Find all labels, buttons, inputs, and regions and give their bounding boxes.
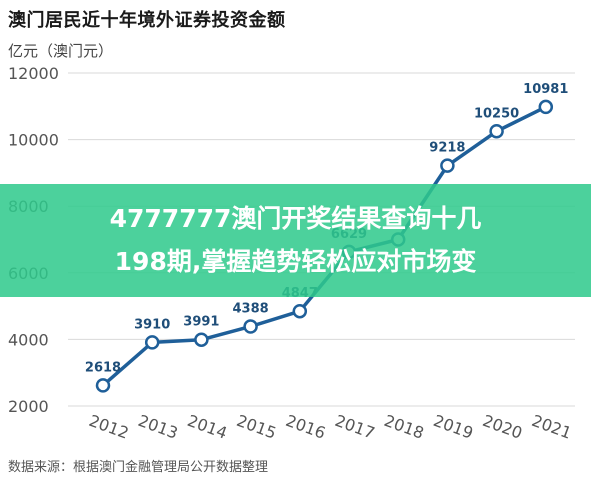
data-label-2019: 9218 — [429, 141, 465, 156]
banner-text-line-2: 198期,掌握趋势轻松应对市场变 — [114, 247, 477, 276]
y-axis-unit-label: 亿元（澳门元） — [8, 42, 114, 60]
x-tick-label-2014: 2014 — [185, 411, 230, 443]
data-point-2015 — [243, 319, 258, 334]
y-tick-label-2000: 2000 — [8, 397, 49, 416]
x-tick-label-2016: 2016 — [283, 411, 328, 443]
x-tick-label-2019: 2019 — [431, 411, 476, 443]
data-label-2012: 2618 — [85, 360, 121, 375]
x-tick-label-2017: 2017 — [333, 411, 378, 443]
data-label-2020: 10250 — [474, 106, 519, 121]
data-point-2021 — [538, 99, 554, 115]
x-tick-label-2021: 2021 — [529, 411, 574, 443]
data-label-2014: 3991 — [183, 315, 219, 330]
data-point-2019 — [440, 158, 455, 173]
x-tick-label-2015: 2015 — [234, 411, 279, 443]
x-tick-label-2013: 2013 — [136, 411, 181, 443]
data-label-2021: 10981 — [523, 82, 568, 97]
data-label-2015: 4388 — [233, 301, 269, 316]
data-point-2013 — [144, 335, 160, 350]
chart-title: 澳门居民近十年境外证券投资金额 — [8, 10, 286, 31]
y-tick-label-12000: 12000 — [8, 64, 59, 83]
banner-text-line-1: 4777777澳门开奖结果查询十几 — [109, 204, 482, 233]
overlay-banner — [0, 184, 591, 297]
y-tick-label-4000: 4000 — [8, 330, 49, 349]
x-tick-label-2018: 2018 — [382, 411, 427, 443]
x-tick-label-2020: 2020 — [480, 411, 525, 443]
data-point-2016 — [292, 303, 308, 319]
data-point-2020 — [489, 124, 504, 139]
data-point-2014 — [194, 332, 209, 347]
data-point-2012 — [95, 378, 111, 393]
data-source-note: 数据来源：根据澳门金融管理局公开数据整理 — [8, 460, 269, 475]
x-tick-label-2012: 2012 — [87, 411, 132, 443]
data-label-2013: 3910 — [134, 317, 170, 332]
y-tick-label-10000: 10000 — [8, 131, 59, 150]
